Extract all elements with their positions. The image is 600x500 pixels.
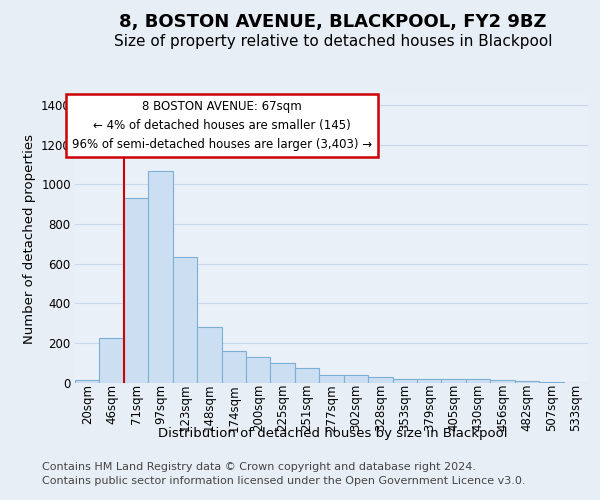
Bar <box>344 374 368 382</box>
Bar <box>515 380 539 382</box>
Bar <box>271 362 295 382</box>
Bar <box>295 368 319 382</box>
Bar <box>124 198 148 382</box>
Bar <box>100 338 124 382</box>
Bar <box>75 380 100 382</box>
Text: Size of property relative to detached houses in Blackpool: Size of property relative to detached ho… <box>114 34 552 49</box>
Bar <box>148 172 173 382</box>
Bar <box>319 374 344 382</box>
Bar <box>490 380 515 382</box>
Bar <box>221 351 246 382</box>
Bar <box>417 378 442 382</box>
Y-axis label: Number of detached properties: Number of detached properties <box>23 134 35 344</box>
Bar <box>197 327 221 382</box>
Bar <box>466 378 490 382</box>
Bar <box>442 378 466 382</box>
Text: 8, BOSTON AVENUE, BLACKPOOL, FY2 9BZ: 8, BOSTON AVENUE, BLACKPOOL, FY2 9BZ <box>119 12 547 30</box>
Text: Contains public sector information licensed under the Open Government Licence v3: Contains public sector information licen… <box>42 476 526 486</box>
Text: Distribution of detached houses by size in Blackpool: Distribution of detached houses by size … <box>158 428 508 440</box>
Bar <box>173 256 197 382</box>
Bar <box>368 376 392 382</box>
Bar <box>392 378 417 382</box>
Text: Contains HM Land Registry data © Crown copyright and database right 2024.: Contains HM Land Registry data © Crown c… <box>42 462 476 472</box>
Text: 8 BOSTON AVENUE: 67sqm
← 4% of detached houses are smaller (145)
96% of semi-det: 8 BOSTON AVENUE: 67sqm ← 4% of detached … <box>71 100 371 151</box>
Bar <box>246 356 271 382</box>
